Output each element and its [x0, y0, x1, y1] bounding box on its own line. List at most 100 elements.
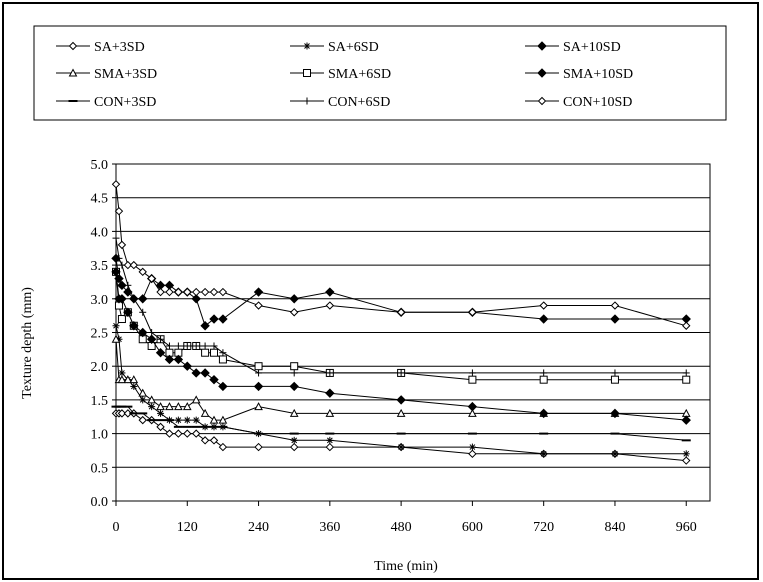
- point-sa-6sd: [468, 443, 476, 451]
- point-sma-3sd: [254, 402, 263, 411]
- point-sa-3sd-shape: [174, 429, 183, 438]
- point-con-6sd: [219, 349, 227, 357]
- point-con-6sd: [611, 369, 619, 377]
- legend-marker: [68, 68, 78, 77]
- point-sma-6sd: [290, 362, 299, 371]
- legend-marker: [68, 41, 78, 51]
- point-con-10sd: [396, 308, 406, 317]
- point-sa-3sd: [289, 442, 299, 452]
- point-con-6sd: [148, 329, 156, 336]
- point-con-10sd: [610, 301, 620, 310]
- point-sa-3sd: [468, 449, 477, 459]
- point-con-10sd-shape: [156, 287, 165, 297]
- point-sma-3sd-shape: [129, 375, 139, 384]
- point-con-6sd: [157, 335, 165, 343]
- point-sma-3sd-shape: [209, 415, 219, 424]
- point-sma-10sd: [200, 368, 210, 378]
- point-sa-6sd: [157, 409, 165, 417]
- y-axis-label: Texture depth (mm): [20, 287, 35, 399]
- point-con-10sd-shape: [289, 308, 299, 317]
- point-con-10sd-shape: [191, 287, 201, 297]
- x-tick-label: 720: [533, 520, 554, 535]
- point-con-10sd: [468, 308, 477, 317]
- point-sma-10sd: [325, 388, 335, 398]
- legend-marker-shape: [537, 68, 547, 78]
- point-sa-10sd: [117, 280, 127, 291]
- point-sma-3sd: [156, 402, 165, 411]
- point-sa-6sd: [540, 450, 548, 458]
- legend-marker-shape: [68, 41, 78, 51]
- point-sa-10sd-shape: [138, 294, 148, 304]
- point-sma-3sd: [165, 402, 174, 411]
- point-con-10sd: [289, 308, 299, 317]
- point-con-10sd-shape: [209, 287, 219, 297]
- point-con-6sd: [540, 369, 548, 377]
- point-sa-3sd-shape: [289, 442, 299, 452]
- point-con-6sd: [326, 369, 334, 377]
- point-sa-10sd-shape: [289, 294, 299, 304]
- point-con-10sd: [174, 287, 183, 297]
- point-sma-10sd: [191, 368, 201, 378]
- point-con-10sd-shape: [165, 287, 174, 297]
- point-sma-3sd: [182, 402, 192, 411]
- y-tick-label: 5.0: [91, 158, 109, 173]
- point-sma-6sd-shape: [218, 355, 227, 364]
- point-sma-3sd-shape: [254, 402, 263, 411]
- point-sma-10sd-shape: [138, 327, 148, 338]
- point-con-10sd: [156, 287, 165, 297]
- legend-label: SMA+6SD: [328, 67, 391, 82]
- point-sma-10sd-shape: [191, 368, 201, 378]
- point-sma-10sd: [182, 361, 192, 371]
- x-tick-label: 240: [248, 520, 269, 535]
- point-con-10sd: [682, 321, 691, 330]
- point-sa-3sd-shape: [117, 409, 127, 418]
- point-con-10sd: [147, 274, 156, 283]
- plot-area: 0.0 0.5 1.0 1.5 2.0 2.5 3.0 3.5 4.0 4.5 5.0 0 120 240…: [91, 158, 711, 535]
- point-sma-10sd: [209, 374, 219, 385]
- point-sma-6sd: [117, 315, 126, 324]
- x-tick-label: 360: [319, 520, 340, 535]
- point-con-10sd-shape: [183, 287, 192, 297]
- point-sma-6sd: [201, 348, 210, 357]
- point-sma-10sd-shape: [111, 267, 121, 277]
- point-sma-10sd: [253, 381, 264, 392]
- point-sma-3sd: [218, 415, 228, 424]
- point-sma-6sd-shape: [117, 315, 126, 324]
- point-sma-6sd: [682, 375, 691, 384]
- legend-marker-shape: [537, 41, 547, 51]
- point-sa-10sd-shape: [117, 280, 127, 291]
- point-sma-10sd: [117, 294, 127, 304]
- legend-box: [33, 25, 727, 121]
- legend-marker: [303, 97, 311, 105]
- x-axis-label: Time (min): [374, 559, 438, 574]
- point-con-6sd: [682, 369, 690, 377]
- legend-marker: [303, 42, 311, 50]
- point-sma-6sd-shape: [254, 362, 263, 371]
- point-sma-3sd: [138, 388, 148, 397]
- point-sma-3sd-shape: [396, 408, 406, 417]
- point-sa-10sd-shape: [191, 294, 201, 304]
- point-con-10sd-shape: [218, 287, 228, 297]
- point-sma-3sd: [209, 415, 219, 424]
- point-sa-10sd-shape: [610, 314, 620, 324]
- point-con-6sd: [139, 308, 147, 316]
- legend-marker: [303, 69, 311, 77]
- point-sma-10sd: [173, 354, 184, 365]
- point-con-6sd: [130, 295, 138, 303]
- legend-marker: [537, 96, 547, 106]
- legend-marker: [537, 41, 547, 51]
- point-sa-6sd: [112, 322, 120, 330]
- point-sma-10sd-shape: [396, 395, 406, 405]
- x-tick-label: 120: [177, 520, 198, 535]
- point-sma-3sd-shape: [218, 415, 228, 424]
- point-sa-3sd-shape: [156, 422, 165, 432]
- point-sma-3sd-shape: [191, 395, 201, 404]
- point-sa-6sd: [682, 450, 690, 458]
- plot-frame: [115, 163, 711, 502]
- point-sa-3sd-shape: [254, 442, 263, 452]
- point-sa-10sd-shape: [253, 287, 264, 297]
- point-con-10sd: [254, 301, 263, 310]
- point-sma-10sd: [111, 267, 121, 277]
- point-sa-6sd: [139, 396, 147, 404]
